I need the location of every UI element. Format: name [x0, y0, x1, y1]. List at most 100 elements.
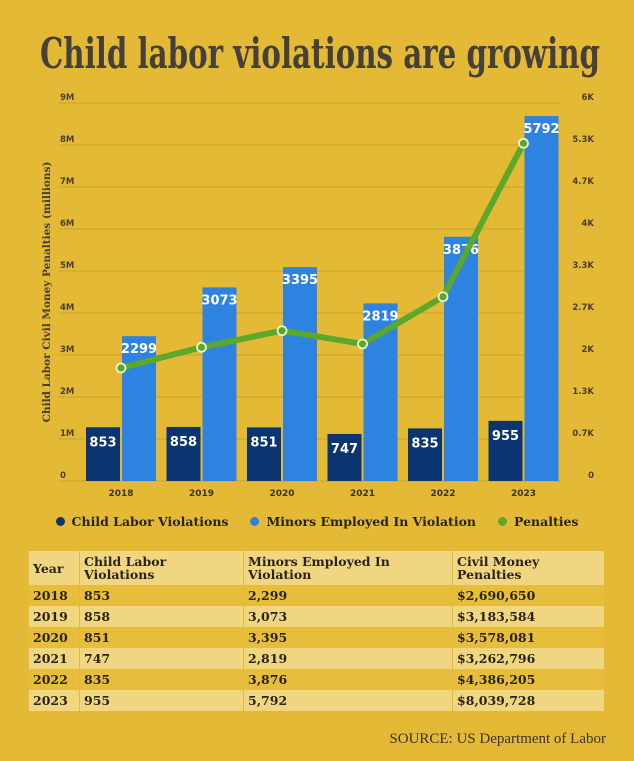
table-cell: 2023 [29, 690, 80, 711]
right-tick-label: 2.7K [572, 303, 594, 313]
right-tick-label: 3.3K [572, 261, 594, 271]
source-note: SOURCE: US Department of Labor [389, 731, 606, 747]
right-tick-label: 1.3K [572, 387, 594, 397]
table-cell: 2021 [29, 648, 80, 669]
violations-bar [166, 426, 201, 481]
table-cell: 3,395 [243, 627, 453, 648]
left-axis: 0 1M 2M 3M 4M 5M 6M 7M 8M 9M [60, 93, 74, 481]
table-cell: $8,039,728 [452, 690, 604, 711]
minors-bar [283, 267, 317, 481]
table-header-row: Year Child Labor Violations Minors Emplo… [29, 551, 604, 585]
x-tick-label: 2018 [108, 489, 133, 499]
right-tick-label: 6K [581, 93, 594, 103]
minors-data-label: 5792 [523, 122, 559, 137]
table-cell: 851 [79, 627, 244, 648]
minors-data-label: 3073 [201, 293, 237, 308]
minors-bar [202, 287, 237, 481]
legend-label: Penalties [514, 514, 579, 529]
penalties-point [115, 362, 127, 374]
legend: Child Labor Violations Minors Employed I… [0, 514, 634, 529]
table-row: 2022 835 3,876 $4,386,205 [29, 669, 604, 690]
chart-title: Child labor violations are growing [40, 29, 600, 78]
minors-bar [524, 116, 559, 481]
penalties-swatch-icon [498, 517, 507, 526]
right-axis: 0 0.7K 1.3K 2K 2.7K 3.3K 4K 4.7K 5.3K 6K [572, 93, 594, 481]
left-tick-label: 5M [60, 261, 74, 271]
table-cell: $2,690,650 [452, 585, 604, 606]
penalties-line-path [120, 141, 527, 371]
table-cell: $3,578,081 [452, 627, 604, 648]
table-row: 2023 955 5,792 $8,039,728 [29, 690, 604, 711]
data-table: Year Child Labor Violations Minors Emplo… [29, 551, 604, 711]
right-tick-label: 5.3K [572, 135, 594, 145]
x-tick-label: 2023 [511, 489, 536, 499]
minors-bar [444, 236, 478, 481]
table-cell: 2020 [29, 627, 80, 648]
x-tick-label: 2019 [189, 489, 214, 499]
right-tick-label: 0 [588, 471, 594, 481]
header-penalties: Civil Money Penalties [452, 551, 604, 585]
table-cell: 858 [79, 606, 244, 627]
violations-data-label: 851 [250, 435, 277, 450]
left-tick-label: 9M [60, 93, 74, 103]
violations-data-label: 747 [331, 442, 358, 457]
violations-swatch-icon [55, 517, 65, 526]
violations-bar [327, 433, 362, 481]
violations-data-label: 858 [170, 435, 197, 450]
table-row: 2021 747 2,819 $3,262,796 [29, 648, 604, 669]
penalties-point [276, 325, 288, 337]
minors-swatch-icon [250, 517, 260, 526]
table-cell: 835 [79, 669, 244, 690]
violations-data-label: 853 [89, 435, 116, 450]
right-tick-label: 2K [581, 345, 594, 355]
table-cell: $3,262,796 [452, 648, 604, 669]
table-row: 2018 853 2,299 $2,690,650 [29, 585, 604, 606]
minors-data-label: 2299 [121, 342, 157, 357]
violations-bar [247, 427, 281, 481]
header-violations: Child Labor Violations [79, 551, 244, 585]
x-axis: 2018 2019 2020 2021 2022 2023 [108, 489, 536, 499]
violations-bar [86, 427, 120, 481]
right-tick-label: 0.7K [572, 429, 594, 439]
table-cell: 747 [79, 648, 244, 669]
table-cell: 5,792 [243, 690, 453, 711]
legend-item-penalties: Penalties [498, 514, 578, 529]
left-tick-label: 7M [60, 177, 74, 187]
header-year: Year [29, 551, 80, 585]
left-tick-label: 8M [60, 135, 74, 145]
table-cell: 2018 [29, 585, 80, 606]
chart: Child labor violations are growing 0 1M 2M… [40, 29, 600, 499]
penalties-point [437, 291, 449, 303]
table-cell: 2019 [29, 606, 80, 627]
penalties-line [115, 137, 529, 374]
minors-data-label: 3876 [443, 243, 479, 258]
bars: 853 2299 858 3073 851 3395 747 2819 835 3876 955 57… [86, 116, 560, 481]
legend-label: Child Labor Violations [71, 514, 229, 529]
table-cell: 2,299 [243, 585, 453, 606]
table-cell: 3,876 [243, 669, 453, 690]
legend-item-minors: Minors Employed In Violation [250, 514, 476, 529]
left-tick-label: 6M [60, 219, 74, 229]
violations-data-label: 835 [411, 436, 438, 451]
table-row: 2019 858 3,073 $3,183,584 [29, 606, 604, 627]
legend-item-violations: Child Labor Violations [55, 514, 229, 529]
left-tick-label: 1M [60, 429, 74, 439]
violations-bar [488, 420, 523, 481]
table-cell: 853 [79, 585, 244, 606]
x-tick-label: 2020 [269, 489, 294, 499]
x-tick-label: 2021 [350, 489, 375, 499]
minors-data-label: 2819 [362, 309, 398, 324]
penalties-point [518, 137, 529, 149]
x-tick-label: 2022 [430, 489, 455, 499]
left-tick-label: 3M [60, 345, 74, 355]
table-cell: 955 [79, 690, 244, 711]
y-axis-label: Child Labor Civil Money Penalties (milli… [41, 162, 53, 423]
table-cell: $4,386,205 [452, 669, 604, 690]
penalties-point [357, 338, 368, 350]
left-tick-label: 4M [60, 303, 74, 313]
left-tick-label: 0 [60, 471, 66, 481]
violations-bar [408, 428, 442, 481]
table-cell: 2,819 [243, 648, 453, 669]
table-cell: $3,183,584 [452, 606, 604, 627]
minors-data-label: 3395 [282, 273, 318, 288]
